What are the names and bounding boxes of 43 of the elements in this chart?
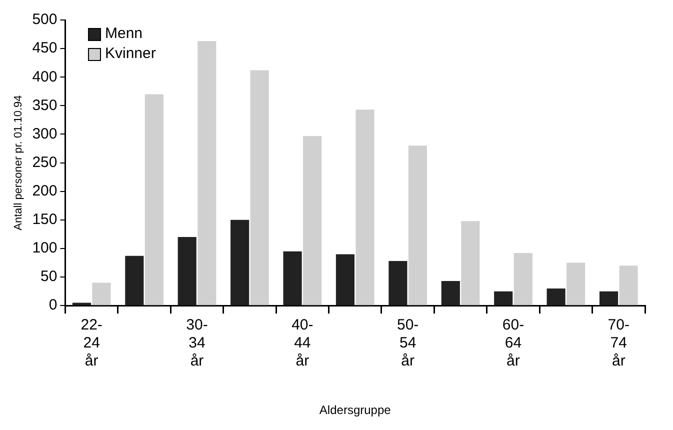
- y-axis-title: Antall personer pr. 01.10.94: [12, 95, 25, 230]
- bar: [546, 288, 566, 306]
- bar: [72, 302, 91, 306]
- bar: [388, 261, 408, 306]
- bar: [125, 256, 144, 306]
- bar: [250, 70, 269, 306]
- y-tick-label: 400: [32, 68, 58, 86]
- y-tick-label: 450: [32, 40, 58, 57]
- x-tick-label: 50-54 år: [396, 316, 419, 370]
- bar: [92, 282, 111, 306]
- y-tick-label: 200: [32, 182, 58, 200]
- y-tick-label: 350: [32, 96, 58, 114]
- y-tick-label: 0: [48, 296, 58, 314]
- bar: [178, 237, 196, 306]
- x-tick-label: 40-44 år: [292, 316, 314, 370]
- legend-label: Menn: [105, 24, 143, 44]
- y-tick-label: 100: [32, 240, 58, 257]
- bar: [494, 291, 513, 306]
- bar: [356, 110, 374, 306]
- x-tick-label: 22-24 år: [80, 316, 102, 370]
- bar: [599, 291, 618, 306]
- legend-label: Kvinner: [105, 44, 156, 64]
- bar: [198, 41, 216, 306]
- bar: [283, 251, 302, 306]
- y-tick-label: 150: [32, 211, 58, 228]
- y-tick-label: 250: [32, 154, 58, 171]
- bar: [461, 221, 480, 306]
- bar: [144, 94, 164, 306]
- bar: [408, 146, 427, 306]
- bar: [514, 253, 532, 306]
- x-axis-title: Aldersgruppe: [319, 403, 392, 418]
- bar: [619, 266, 638, 306]
- bar: [441, 281, 460, 306]
- x-tick-label: 60-64 år: [502, 316, 524, 370]
- bar: [303, 136, 322, 306]
- x-tick-label: 70-74 år: [608, 316, 630, 370]
- bar: [230, 220, 250, 306]
- y-tick-label: 500: [32, 11, 58, 28]
- y-tick-label: 50: [40, 268, 58, 286]
- bar: [566, 262, 586, 306]
- bar: [336, 254, 355, 306]
- x-tick-label: 30-34 år: [186, 316, 208, 370]
- y-tick-label: 300: [32, 125, 58, 142]
